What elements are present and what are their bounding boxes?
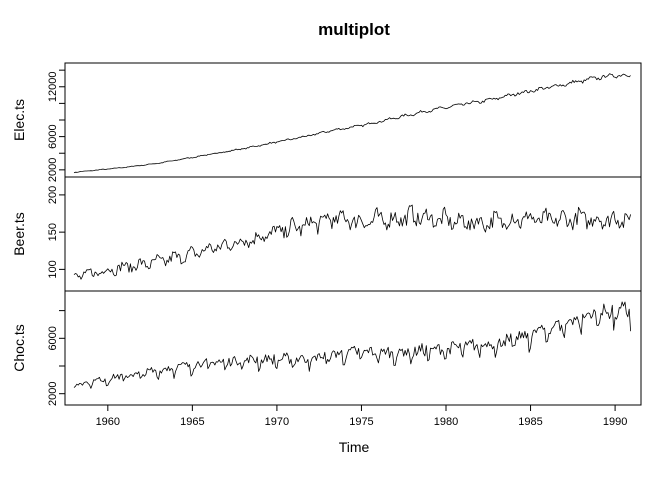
panel-frame — [64, 62, 642, 178]
panel-choc-ts: 2000 6000 Choc.ts — [11, 290, 642, 406]
y-axis: 2000 6000 — [47, 310, 65, 406]
y-tick-label: 150 — [47, 223, 59, 241]
y-axis: 2000 6000 12000 — [47, 69, 65, 182]
x-tick-label: 1970 — [265, 416, 289, 428]
series-line-beer-ts — [73, 204, 631, 280]
y-axis-label: Choc.ts — [11, 324, 27, 371]
series-line-choc-ts — [73, 301, 631, 389]
panel-frame — [64, 176, 642, 292]
panel-beer-ts: 100 150 200 Beer.ts — [11, 176, 642, 292]
panel-elec-ts: 2000 6000 12000 Elec.ts — [11, 62, 642, 182]
y-tick-label: 12000 — [47, 71, 59, 102]
y-axis-label: Elec.ts — [11, 99, 27, 141]
y-tick-label: 6000 — [47, 124, 59, 148]
y-axis: 100 150 200 — [47, 186, 65, 279]
x-tick-label: 1960 — [96, 416, 120, 428]
y-tick-label: 200 — [47, 186, 59, 204]
x-tick-label: 1975 — [349, 416, 373, 428]
y-axis-label: Beer.ts — [11, 212, 27, 256]
y-tick-label: 2000 — [47, 381, 59, 405]
chart-title: multiplot — [318, 20, 390, 39]
x-axis-label: Time — [339, 439, 370, 455]
y-tick-label: 6000 — [47, 326, 59, 350]
y-tick-label: 2000 — [47, 158, 59, 182]
x-tick-label: 1985 — [518, 416, 542, 428]
x-tick-label: 1980 — [434, 416, 458, 428]
x-axis: 1960 1965 1970 1975 1980 1985 1990 — [96, 404, 627, 428]
x-tick-label: 1965 — [180, 416, 204, 428]
y-tick-label: 100 — [47, 260, 59, 278]
panels: 2000 6000 12000 Elec.ts 100 150 200 Beer.ts 2000… — [11, 62, 642, 406]
series-line-elec-ts — [73, 73, 631, 174]
x-tick-label: 1990 — [603, 416, 627, 428]
